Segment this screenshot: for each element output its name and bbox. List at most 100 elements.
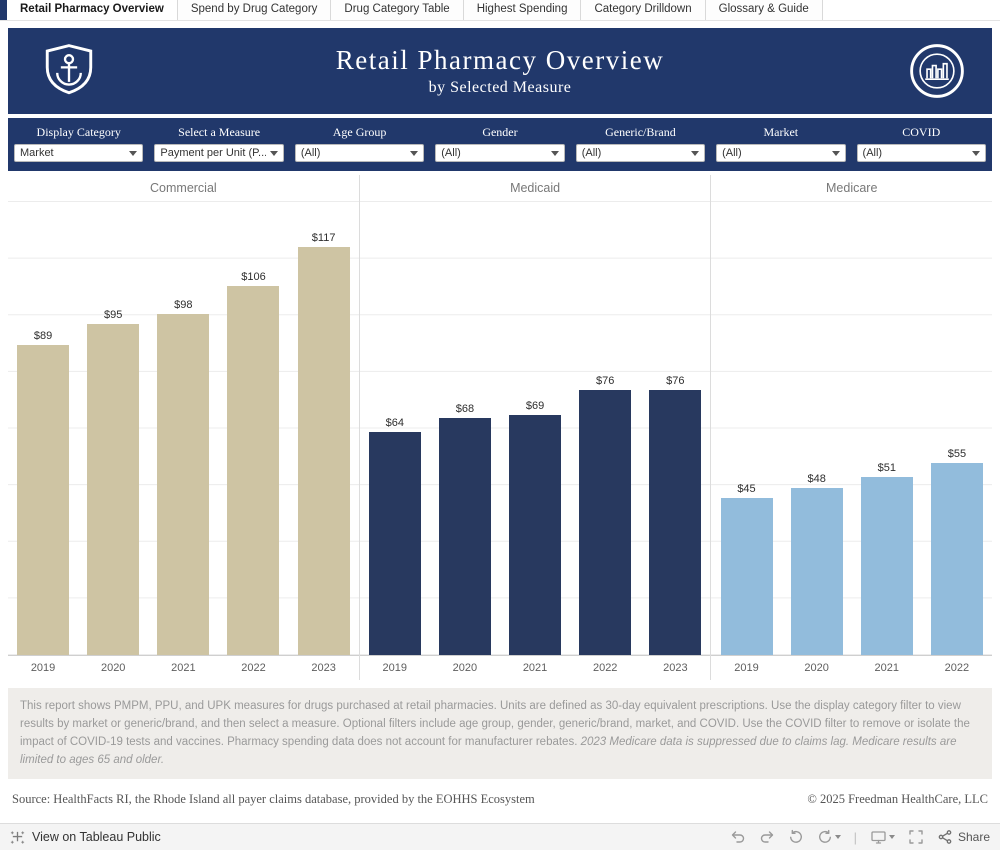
bar-value-label: $69 — [525, 399, 545, 412]
bar-value-label: $64 — [385, 417, 404, 429]
bar-cell: $45 — [720, 202, 773, 655]
dropdown-value-generic-brand: (All) — [581, 147, 602, 159]
filter-label-generic-brand: Generic/Brand — [605, 125, 676, 139]
chevron-down-icon — [831, 150, 840, 156]
tab-glossary-guide[interactable]: Glossary & Guide — [705, 0, 823, 20]
dropdown-market[interactable]: (All) — [716, 144, 846, 162]
panel-title-commercial: Commercial — [150, 181, 217, 195]
tab-bar: Retail Pharmacy Overview Spend by Drug Ca… — [0, 0, 1000, 21]
ecosystem-seal-icon — [908, 42, 966, 105]
banner-titles: Retail Pharmacy Overview by Selected Mea… — [336, 45, 664, 97]
dropdown-gender[interactable]: (All) — [435, 144, 565, 162]
page-title: Retail Pharmacy Overview — [335, 45, 665, 75]
bar-medicaid-2021[interactable] — [509, 414, 562, 655]
toolbar-right: | Share — [730, 829, 990, 845]
copyright-text: © 2025 Freedman HealthCare, LLC — [807, 791, 988, 806]
bar-value-label: $106 — [241, 270, 266, 283]
panel-commercial: Commercial $89 $95 $98 $106 $117 2019 2020 2021 2… — [8, 175, 359, 680]
tab-category-drilldown[interactable]: Category Drilldown — [581, 0, 706, 20]
tableau-toolbar: View on Tableau Public | — [0, 823, 1000, 850]
bar-cell: $117 — [297, 202, 350, 655]
redo-icon[interactable] — [759, 829, 775, 845]
dropdown-value-market: (All) — [722, 147, 742, 159]
bar-commercial-2023[interactable] — [297, 247, 350, 655]
page-subtitle: by Selected Measure — [428, 79, 572, 96]
panel-title-medicare: Medicare — [826, 181, 878, 195]
chevron-down-icon — [550, 150, 559, 156]
filter-label-covid: COVID — [902, 125, 941, 139]
bar-cell: $69 — [509, 202, 562, 655]
dropdown-display-category[interactable]: Market — [14, 144, 144, 162]
tab-bar-tabs: Retail Pharmacy Overview Spend by Drug Ca… — [7, 0, 823, 20]
dropdown-select-a-measure[interactable]: Payment per Unit (P... — [154, 144, 284, 162]
bar-medicaid-2019[interactable] — [368, 432, 421, 655]
plot-area-commercial: $89 $95 $98 $106 $117 — [8, 201, 359, 656]
refresh-icon[interactable] — [817, 829, 841, 845]
panel-title-medicaid: Medicaid — [510, 181, 561, 195]
axis-label-2019: 2019 — [734, 662, 759, 674]
bar-value-label: $117 — [311, 232, 336, 245]
undo-icon[interactable] — [730, 829, 746, 845]
axis-label-2023: 2023 — [311, 662, 336, 674]
filter-label-gender: Gender — [482, 125, 518, 139]
footnote: This report shows PMPM, PPU, and UPK mea… — [8, 688, 992, 779]
x-axis-medicaid: 2019 2020 2021 2022 2023 — [360, 656, 711, 680]
bar-medicare-2019[interactable] — [720, 498, 773, 655]
axis-label-2022: 2022 — [592, 662, 618, 674]
tab-highest-spending[interactable]: Highest Spending — [463, 0, 582, 20]
tab-retail-pharmacy-overview[interactable]: Retail Pharmacy Overview — [7, 0, 178, 20]
toolbar-separator: | — [853, 829, 857, 845]
filter-select-a-measure: Select a Measure Payment per Unit (P... — [154, 125, 284, 162]
reset-icon[interactable] — [788, 829, 804, 845]
tab-spend-by-drug-category[interactable]: Spend by Drug Category — [177, 0, 332, 20]
chevron-down-icon — [971, 150, 980, 156]
bar-medicare-2022[interactable] — [930, 463, 983, 655]
axis-label-2022: 2022 — [241, 662, 266, 674]
dropdown-value-gender: (All) — [441, 147, 461, 159]
device-preview-icon[interactable] — [870, 829, 895, 845]
bar-cell: $76 — [649, 202, 702, 655]
x-axis-commercial: 2019 2020 2021 2022 2023 — [8, 656, 359, 680]
bar-commercial-2022[interactable] — [227, 285, 280, 655]
bar-value-label: $51 — [877, 462, 896, 475]
footnote-text: This report shows PMPM, PPU, and UPK mea… — [20, 700, 970, 749]
filter-generic-brand: Generic/Brand (All) — [575, 125, 706, 162]
bar-cell: $55 — [930, 202, 983, 655]
bar-commercial-2020[interactable] — [87, 323, 140, 655]
share-button[interactable]: Share — [937, 829, 990, 845]
bar-value-label: $76 — [666, 375, 685, 388]
footnote-italic-text: 2023 Medicare data is suppressed due to … — [20, 736, 957, 767]
dropdown-value-select-a-measure: Payment per Unit (P... — [160, 147, 266, 159]
bar-medicaid-2023[interactable] — [649, 390, 702, 655]
view-on-tableau-public-link[interactable]: View on Tableau Public — [32, 830, 161, 844]
toolbar-left[interactable]: View on Tableau Public — [10, 830, 161, 845]
bar-commercial-2021[interactable] — [157, 313, 210, 655]
charts: Commercial $89 $95 $98 $106 $117 2019 2020 2021 2… — [8, 175, 993, 680]
bar-value-label: $95 — [104, 308, 123, 321]
dropdown-value-covid: (All) — [862, 147, 883, 159]
dropdown-generic-brand[interactable]: (All) — [575, 144, 706, 162]
panel-medicaid: Medicaid $64 $68 $69 $76 $76 2019 2020 2021 2022 2… — [358, 175, 711, 680]
banner: Retail Pharmacy Overview by Selected Mea… — [8, 28, 992, 114]
filter-display-category: Display Category Market — [14, 125, 144, 162]
filter-bar: Display Category Market Select a Measure Pa… — [8, 118, 992, 171]
source-bar: Source: HealthFacts RI, the Rhode Island… — [8, 779, 992, 807]
bar-medicare-2021[interactable] — [860, 477, 913, 655]
axis-label-2023: 2023 — [663, 662, 688, 674]
bar-medicaid-2020[interactable] — [438, 418, 491, 655]
tab-drug-category-table[interactable]: Drug Category Table — [331, 0, 464, 20]
bar-commercial-2019[interactable] — [17, 344, 70, 655]
bar-value-label: $76 — [596, 375, 615, 388]
bar-medicare-2020[interactable] — [790, 487, 843, 655]
bar-value-label: $45 — [737, 483, 756, 496]
dropdown-age-group[interactable]: (All) — [294, 144, 425, 162]
bar-cell: $98 — [157, 202, 210, 655]
filter-age-group: Age Group (All) — [294, 125, 425, 162]
dropdown-covid[interactable]: (All) — [856, 144, 986, 162]
bar-medicaid-2022[interactable] — [579, 390, 632, 655]
dropdown-value-display-category: Market — [20, 147, 54, 159]
filter-label-display-category: Display Category — [36, 125, 121, 139]
filter-gender: Gender (All) — [435, 125, 565, 162]
axis-label-2020: 2020 — [804, 662, 829, 674]
fullscreen-icon[interactable] — [908, 829, 924, 845]
